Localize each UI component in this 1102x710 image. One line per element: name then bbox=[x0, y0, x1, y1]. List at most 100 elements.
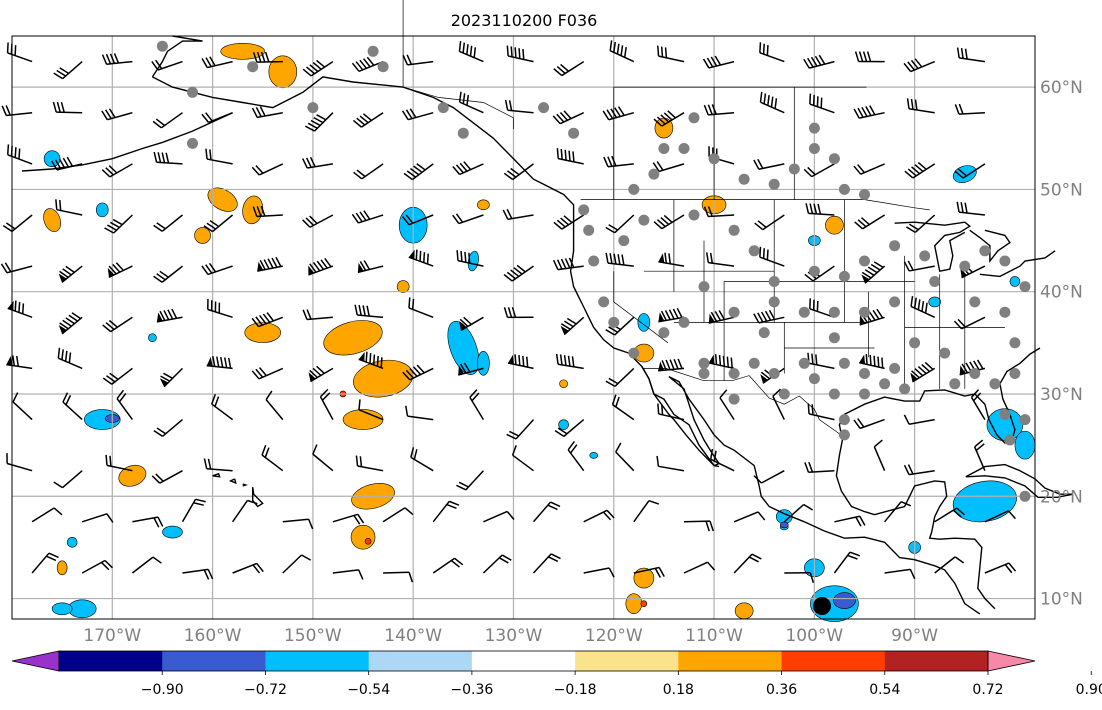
coastline-segment bbox=[212, 472, 221, 478]
coastline-segment bbox=[965, 463, 1074, 498]
station-dot bbox=[979, 245, 991, 257]
wind-barb bbox=[904, 161, 936, 179]
contour-patch bbox=[589, 452, 599, 459]
wind-barb bbox=[351, 210, 384, 224]
station-dot bbox=[929, 276, 941, 287]
station-dot bbox=[768, 368, 780, 379]
wind-barb bbox=[708, 310, 735, 324]
longitude-label: 130°W bbox=[485, 626, 543, 646]
wind-barb bbox=[302, 156, 334, 169]
station-dot bbox=[367, 45, 379, 57]
wind-barb bbox=[81, 513, 114, 523]
wind-barb bbox=[532, 553, 561, 574]
wind-barb bbox=[560, 316, 585, 336]
wind-barb bbox=[583, 509, 615, 523]
wind-barb bbox=[859, 308, 885, 326]
wind-barb bbox=[784, 572, 815, 583]
wind-barb bbox=[131, 556, 162, 574]
station-dot bbox=[1009, 337, 1021, 349]
station-dot bbox=[879, 378, 891, 390]
coastline-segment bbox=[835, 439, 996, 610]
station-dot bbox=[377, 61, 389, 73]
wind-barb bbox=[754, 214, 785, 231]
station-dot bbox=[838, 270, 850, 282]
contour-patch bbox=[1014, 430, 1036, 460]
wind-barb bbox=[854, 214, 885, 230]
longitude-label: 110°W bbox=[685, 626, 743, 646]
wind-barb bbox=[308, 257, 334, 276]
wind-barb bbox=[482, 554, 512, 574]
wind-barb bbox=[153, 151, 183, 165]
wind-barb bbox=[709, 448, 735, 472]
wind-barb bbox=[984, 510, 1016, 523]
station-dot bbox=[638, 214, 650, 226]
station-dot bbox=[688, 112, 700, 124]
station-dot bbox=[1019, 414, 1031, 426]
wind-barb bbox=[153, 214, 183, 232]
coastline-segment bbox=[969, 229, 1011, 264]
station-dot bbox=[728, 393, 740, 405]
wind-barb bbox=[910, 361, 936, 383]
latitude-label: 40°N bbox=[1040, 283, 1083, 303]
station-dot bbox=[828, 332, 840, 344]
station-dot bbox=[728, 368, 740, 379]
contour-patch bbox=[637, 313, 651, 332]
large-marker bbox=[813, 597, 831, 615]
latitude-label: 20°N bbox=[1040, 487, 1083, 507]
latitude-label: 10°N bbox=[1040, 590, 1083, 610]
wind-barb bbox=[357, 260, 384, 274]
wind-barb bbox=[101, 163, 133, 178]
wind-barb bbox=[1, 105, 33, 117]
contour-patch bbox=[43, 208, 61, 233]
station-dot bbox=[728, 224, 740, 236]
station-dot bbox=[999, 306, 1011, 318]
wind-barb bbox=[567, 441, 585, 472]
wind-barb bbox=[906, 98, 935, 114]
wind-barb bbox=[506, 45, 534, 63]
wind-barb bbox=[116, 389, 134, 421]
station-dot bbox=[457, 127, 469, 139]
coastline-segment bbox=[641, 366, 720, 468]
colorbar-segment bbox=[781, 651, 886, 671]
wind-barb bbox=[753, 470, 785, 484]
wind-barb bbox=[153, 265, 183, 283]
wind-barb bbox=[302, 214, 334, 228]
wind-barb bbox=[683, 561, 716, 574]
station-dot bbox=[838, 429, 850, 441]
wind-barb bbox=[552, 257, 584, 271]
contour-patch bbox=[268, 55, 298, 89]
wind-barb bbox=[53, 61, 83, 80]
border-line bbox=[642, 368, 843, 437]
wind-barb bbox=[132, 516, 164, 528]
colorbar-segment bbox=[162, 651, 266, 671]
wind-barb bbox=[553, 60, 585, 77]
station-dot bbox=[748, 357, 760, 369]
colorbar-tick-label: −0.90 bbox=[141, 682, 184, 698]
wind-barb bbox=[57, 347, 83, 370]
wind-barb bbox=[657, 403, 685, 421]
wind-barb bbox=[206, 356, 233, 370]
wind-barb bbox=[903, 260, 935, 272]
wind-barb bbox=[602, 106, 635, 121]
wind-barb bbox=[803, 54, 835, 69]
contour-patch bbox=[364, 537, 372, 545]
wind-barb bbox=[201, 56, 233, 69]
coastline-segment bbox=[252, 487, 264, 508]
wind-barb bbox=[934, 556, 965, 574]
contour-patch bbox=[342, 409, 384, 430]
station-dot bbox=[778, 388, 790, 400]
station-dot bbox=[768, 296, 780, 308]
wind-barb bbox=[708, 354, 735, 370]
wind-barb bbox=[102, 316, 133, 333]
wind-barb bbox=[107, 262, 133, 279]
station-dot bbox=[307, 102, 319, 114]
latitude-label: 50°N bbox=[1040, 180, 1083, 200]
wind-barb bbox=[469, 389, 485, 420]
wind-barb bbox=[205, 148, 233, 165]
coastline-segment bbox=[228, 478, 237, 485]
wind-barb bbox=[859, 353, 885, 370]
wind-barb bbox=[833, 551, 861, 574]
wind-barb bbox=[2, 214, 33, 233]
latitude-labels: 10°N 20°N 30°N 40°N 50°N 60°N bbox=[1040, 78, 1083, 609]
